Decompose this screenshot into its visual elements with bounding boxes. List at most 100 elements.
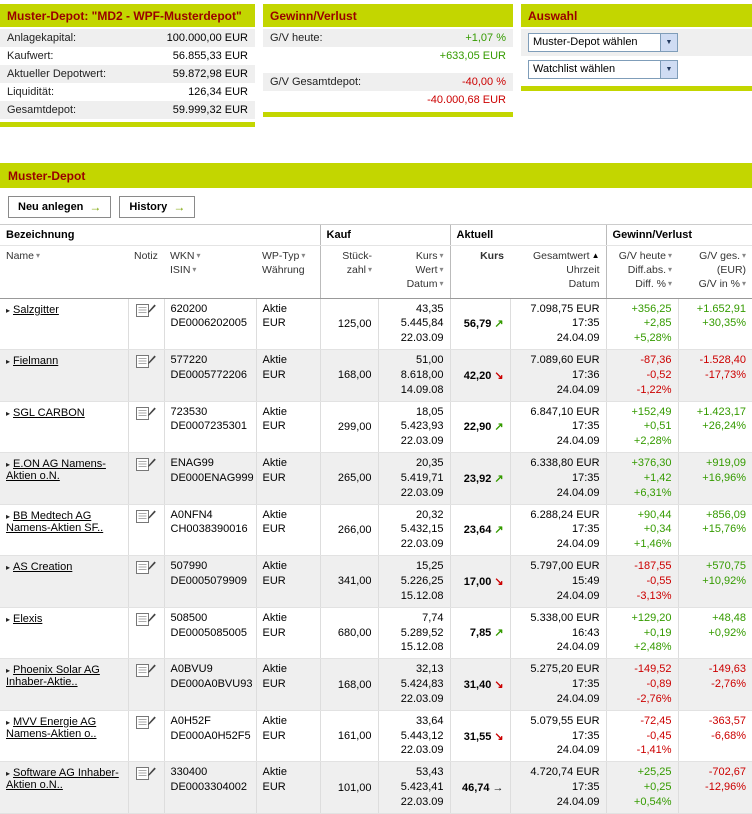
sub-header-row: Name ▾ Notiz WKN ▾ ISIN ▾ WP-Typ ▾ Währung Stück-z…	[0, 245, 752, 299]
note-icon[interactable]	[136, 767, 156, 783]
sort-header-label[interactable]: G/V heute	[618, 250, 667, 262]
cell-wptyp-waehrung: Aktie EUR	[256, 504, 321, 557]
cell-gv-heute: -149,52 -0,89 -2,76%	[605, 658, 679, 711]
cell-notiz	[128, 658, 165, 711]
depot-summary-row: Liquidität: 126,34 EUR	[0, 83, 255, 101]
sort-header-label[interactable]: Gesamtwert	[533, 250, 590, 262]
cell-wkn-isin: 723530 DE0007235301	[164, 401, 257, 454]
cell-kauf: 20,35 5.419,71 22.03.09	[378, 452, 451, 505]
sort-icon: ▾	[192, 265, 197, 275]
trend-up-icon: ↗	[494, 472, 504, 485]
depot-summary-row: Kaufwert: 56.855,33 EUR	[0, 47, 255, 65]
cell-wptyp-waehrung: Aktie EUR	[256, 607, 321, 660]
cell-notiz	[128, 401, 165, 454]
sort-icon: ▾	[742, 279, 747, 289]
chevron-down-icon[interactable]: ▼	[660, 61, 677, 78]
cell-wptyp-waehrung: Aktie EUR	[256, 349, 321, 402]
positions-table: Bezeichnung Kauf Aktuell Gewinn/Verlust Nam…	[0, 224, 752, 814]
kurs-value: 42,20	[463, 369, 492, 382]
sort-header-label[interactable]: WKN	[170, 250, 195, 262]
panel-bottom-strip	[263, 112, 513, 117]
kurs-value: 56,79	[463, 318, 492, 331]
position-name-link[interactable]: MVV Energie AG Namens-Aktien o..	[6, 715, 97, 740]
cell-gv-gesamt: -1.528,40 -17,73%	[678, 349, 752, 402]
sort-header-label[interactable]: G/V in %	[698, 278, 741, 291]
position-name-link[interactable]: Salzgitter	[13, 303, 59, 316]
note-icon[interactable]	[136, 355, 156, 371]
position-name-link[interactable]: Software AG Inhaber-Aktien o.N..	[6, 767, 119, 792]
sort-asc-icon: ▲	[591, 251, 600, 260]
sort-header-label[interactable]: Wert	[415, 264, 438, 277]
cell-kurs-aktuell: 23,92 ↗	[449, 452, 511, 505]
depot-panel-title: Muster-Depot: "MD2 - WPF-Musterdepot"	[0, 4, 255, 27]
gv-spacer	[263, 65, 513, 73]
sort-header-label[interactable]: Name	[6, 250, 35, 262]
depot-select[interactable]: Muster-Depot wählen ▼	[528, 33, 678, 52]
position-row: ▸ Elexis 508500 DE0005085005 Aktie EUR 680,00 7…	[0, 607, 752, 660]
gv-gesamt-pct: -40,00 %	[461, 76, 506, 88]
sort-header-label[interactable]: Diff. %	[635, 278, 667, 291]
gewinn-verlust-panel: Gewinn/Verlust G/V heute: +1,07 % +633,0…	[263, 4, 513, 117]
cell-name: ▸ Fielmann	[0, 349, 129, 402]
note-icon[interactable]	[136, 458, 156, 474]
kurs-value: 46,74	[462, 781, 490, 794]
neu-anlegen-button[interactable]: Neu anlegen →	[8, 196, 112, 218]
chevron-down-icon[interactable]: ▼	[660, 34, 677, 51]
watchlist-select[interactable]: Watchlist wählen ▼	[528, 60, 678, 79]
cell-stueckzahl: 101,00	[319, 761, 379, 814]
position-row: ▸ Salzgitter 620200 DE0006202005 Aktie EUR 125…	[0, 298, 752, 351]
position-name-link[interactable]: SGL CARBON	[13, 406, 85, 419]
position-name-link[interactable]: E.ON AG Namens-Aktien o.N.	[6, 458, 106, 483]
kurs-value: 7,85	[469, 627, 492, 640]
note-icon[interactable]	[136, 406, 156, 423]
cell-gv-gesamt: -149,63 -2,76%	[678, 658, 752, 711]
depot-summary-panel: Muster-Depot: "MD2 - WPF-Musterdepot" An…	[0, 4, 255, 127]
note-icon[interactable]	[136, 612, 156, 629]
position-name-link[interactable]: Phoenix Solar AG Inhaber-Aktie..	[6, 664, 100, 689]
cell-gesamtwert: 7.098,75 EUR 17:35 24.04.09	[510, 298, 607, 351]
position-row: ▸ Phoenix Solar AG Inhaber-Aktie.. A0BVU9 D…	[0, 658, 752, 711]
cell-wptyp-waehrung: Aktie EUR	[256, 710, 321, 763]
note-icon[interactable]	[136, 664, 156, 680]
note-icon[interactable]	[136, 509, 156, 526]
cell-kauf: 43,35 5.445,84 22.03.09	[378, 298, 451, 351]
arrow-right-icon: →	[89, 200, 102, 214]
sort-header-label[interactable]: ISIN	[170, 264, 191, 277]
position-name-link[interactable]: Elexis	[13, 612, 43, 625]
cell-kauf: 18,05 5.423,93 22.03.09	[378, 401, 451, 454]
trend-down-icon: ↘	[494, 575, 504, 588]
auswahl-panel: Auswahl Muster-Depot wählen ▼ Watchlist …	[521, 4, 752, 91]
position-name-link[interactable]: AS Creation	[13, 561, 73, 574]
sort-header-label[interactable]: Datum	[406, 278, 438, 291]
cell-notiz	[128, 607, 165, 660]
depot-summary-label: Gesamtdepot:	[7, 104, 77, 116]
kurs-value: 22,90	[463, 421, 492, 434]
note-icon[interactable]	[136, 561, 156, 577]
cell-gv-heute: +25,25 +0,25 +0,54%	[605, 761, 679, 814]
sort-header-label[interactable]: G/V ges.	[699, 250, 741, 262]
cell-kurs-aktuell: 31,40 ↘	[449, 658, 511, 711]
trend-down-icon: ↘	[494, 730, 504, 743]
sort-header-label[interactable]: zahl	[346, 264, 366, 277]
history-button[interactable]: History →	[119, 196, 196, 218]
position-name-link[interactable]: BB Medtech AG Namens-Aktien SF..	[6, 509, 104, 534]
note-icon[interactable]	[136, 715, 156, 732]
sort-header-label[interactable]: Diff.abs.	[627, 264, 667, 277]
sort-header-label[interactable]: Kurs	[415, 250, 438, 262]
cell-stueckzahl: 161,00	[319, 710, 379, 763]
depot-summary-label: Anlagekapital:	[7, 32, 77, 44]
cell-kurs-aktuell: 17,00 ↘	[449, 555, 511, 608]
cell-gesamtwert: 6.338,80 EUR 17:35 24.04.09	[510, 452, 607, 505]
cell-stueckzahl: 266,00	[319, 504, 379, 557]
cell-gesamtwert: 5.338,00 EUR 16:43 24.04.09	[510, 607, 607, 660]
note-icon[interactable]	[136, 303, 156, 320]
sort-icon: ▾	[196, 251, 201, 260]
caret-right-icon: ▸	[6, 357, 11, 367]
position-name-link[interactable]: Fielmann	[13, 355, 59, 368]
cell-kauf: 51,00 8.618,00 14.09.08	[378, 349, 451, 402]
kurs-value: 31,40	[463, 679, 492, 691]
panel-bottom-strip	[521, 86, 752, 91]
depot-summary-row: Anlagekapital: 100.000,00 EUR	[0, 29, 255, 47]
sort-header-label[interactable]: WP-Typ	[262, 250, 300, 262]
cell-notiz	[128, 710, 165, 763]
